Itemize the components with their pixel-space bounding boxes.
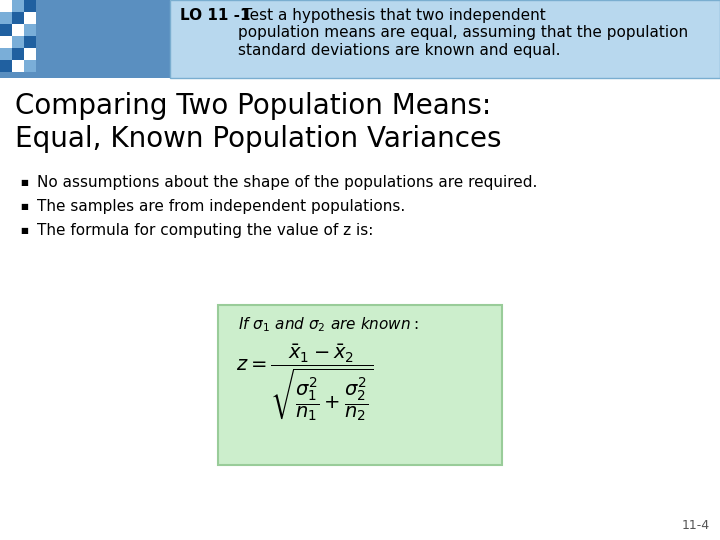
FancyBboxPatch shape	[24, 0, 36, 12]
Text: Comparing Two Population Means:: Comparing Two Population Means:	[15, 92, 491, 120]
FancyBboxPatch shape	[0, 0, 170, 78]
Text: 11-4: 11-4	[682, 519, 710, 532]
FancyBboxPatch shape	[0, 12, 12, 24]
FancyBboxPatch shape	[12, 0, 24, 12]
FancyBboxPatch shape	[12, 24, 24, 36]
Text: $\mathit{If}\ \sigma_1\ \mathit{and}\ \sigma_2\ \mathit{are\ known}:$: $\mathit{If}\ \sigma_1\ \mathit{and}\ \s…	[238, 315, 418, 334]
Text: LO 11 -1: LO 11 -1	[180, 8, 251, 23]
Text: ■: ■	[20, 178, 28, 187]
FancyBboxPatch shape	[24, 48, 36, 60]
Text: The formula for computing the value of z is:: The formula for computing the value of z…	[37, 223, 374, 238]
FancyBboxPatch shape	[24, 60, 36, 72]
Text: Equal, Known Population Variances: Equal, Known Population Variances	[15, 125, 502, 153]
FancyBboxPatch shape	[170, 0, 720, 78]
Text: ■: ■	[20, 226, 28, 235]
Text: $z = \dfrac{\bar{x}_1 - \bar{x}_2}{\sqrt{\dfrac{\sigma_1^2}{n_1} + \dfrac{\sigma: $z = \dfrac{\bar{x}_1 - \bar{x}_2}{\sqrt…	[236, 343, 374, 424]
Text: The samples are from independent populations.: The samples are from independent populat…	[37, 199, 405, 214]
Text: Test a hypothesis that two independent
population means are equal, assuming that: Test a hypothesis that two independent p…	[238, 8, 688, 58]
FancyBboxPatch shape	[24, 36, 36, 48]
FancyBboxPatch shape	[24, 12, 36, 24]
FancyBboxPatch shape	[0, 60, 12, 72]
FancyBboxPatch shape	[0, 36, 12, 48]
FancyBboxPatch shape	[12, 48, 24, 60]
FancyBboxPatch shape	[12, 12, 24, 24]
FancyBboxPatch shape	[0, 24, 12, 36]
FancyBboxPatch shape	[12, 36, 24, 48]
FancyBboxPatch shape	[0, 0, 12, 12]
FancyBboxPatch shape	[218, 305, 502, 465]
FancyBboxPatch shape	[24, 24, 36, 36]
Text: ■: ■	[20, 202, 28, 211]
FancyBboxPatch shape	[12, 60, 24, 72]
Text: No assumptions about the shape of the populations are required.: No assumptions about the shape of the po…	[37, 175, 537, 190]
FancyBboxPatch shape	[0, 48, 12, 60]
